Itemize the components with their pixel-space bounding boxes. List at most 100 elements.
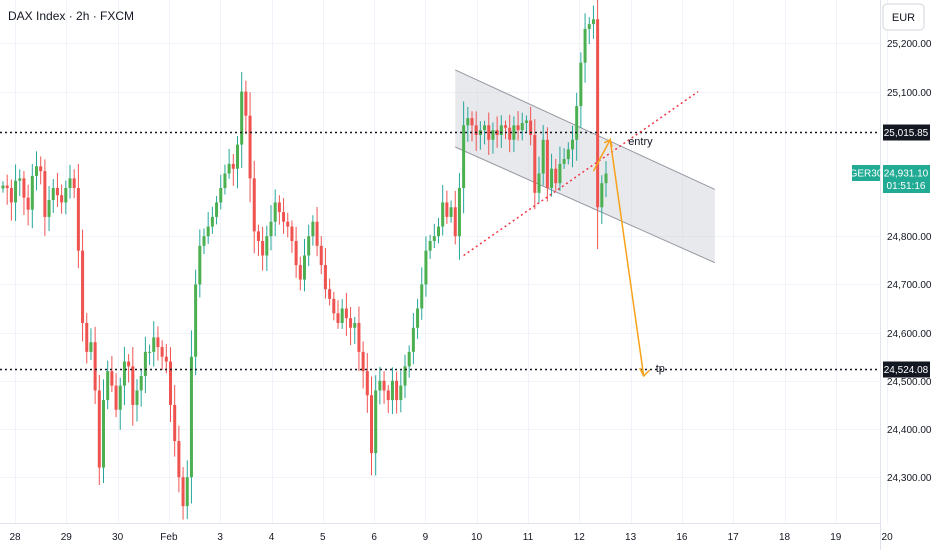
candle-up[interactable] — [135, 390, 139, 405]
candle-down[interactable] — [382, 380, 386, 391]
candle-down[interactable] — [554, 168, 558, 184]
candle-down[interactable] — [516, 125, 520, 131]
candle-up[interactable] — [432, 236, 436, 242]
candle-down[interactable] — [495, 130, 499, 135]
candle-up[interactable] — [64, 187, 68, 203]
candle-up[interactable] — [353, 322, 357, 328]
candle-up[interactable] — [106, 371, 110, 401]
candle-down[interactable] — [294, 241, 298, 266]
candle-up[interactable] — [206, 226, 210, 237]
candle-down[interactable] — [282, 212, 286, 222]
candle-down[interactable] — [323, 265, 327, 290]
candle-down[interactable] — [596, 19, 600, 208]
candle-up[interactable] — [416, 308, 420, 328]
candle-down[interactable] — [369, 395, 374, 454]
candle-down[interactable] — [344, 308, 348, 319]
candle-down[interactable] — [533, 134, 537, 193]
candle-down[interactable] — [248, 115, 252, 179]
candle-up[interactable] — [122, 361, 126, 386]
candle-up[interactable] — [189, 356, 193, 478]
candle-up[interactable] — [604, 173, 608, 184]
candle-up[interactable] — [537, 173, 541, 193]
candle-down[interactable] — [529, 120, 533, 135]
candle-down[interactable] — [60, 195, 64, 203]
candle-up[interactable] — [403, 366, 407, 386]
candle-up[interactable] — [152, 337, 156, 352]
candle-up[interactable] — [139, 375, 143, 391]
candle-down[interactable] — [453, 207, 457, 237]
candle-down[interactable] — [319, 245, 323, 266]
candle-down[interactable] — [395, 380, 399, 401]
candle-down[interactable] — [545, 139, 549, 188]
candle-down[interactable] — [503, 125, 508, 128]
candle-up[interactable] — [566, 149, 570, 160]
candle-down[interactable] — [315, 221, 319, 246]
candle-up[interactable] — [420, 284, 424, 309]
descending-channel[interactable] — [455, 69, 716, 264]
candle-up[interactable] — [235, 144, 240, 169]
candle-down[interactable] — [365, 371, 369, 396]
candle-up[interactable] — [591, 19, 595, 25]
candle-down[interactable] — [43, 171, 47, 217]
horizontal-levels[interactable] — [0, 131, 880, 371]
candle-down[interactable] — [332, 298, 336, 314]
candle-up[interactable] — [512, 125, 516, 140]
price-axis[interactable]: 24,300.00 24,400.00 24,500.00 24,600.00 24,7… — [887, 39, 932, 484]
candle-up[interactable] — [215, 202, 219, 217]
candle-down[interactable] — [93, 342, 97, 391]
candle-up[interactable] — [436, 226, 441, 237]
candle-up[interactable] — [185, 477, 189, 507]
candle-down[interactable] — [76, 187, 80, 251]
candle-up[interactable] — [30, 175, 34, 210]
candle-down[interactable] — [357, 322, 361, 352]
candle-up[interactable] — [441, 202, 445, 227]
candles[interactable] — [1, 0, 608, 520]
candle-up[interactable] — [462, 125, 466, 188]
candle-up[interactable] — [101, 400, 106, 468]
candle-down[interactable] — [508, 127, 512, 140]
candle-down[interactable] — [445, 202, 449, 217]
candle-down[interactable] — [39, 166, 43, 172]
candle-up[interactable] — [269, 221, 273, 237]
candle-down[interactable] — [256, 231, 260, 242]
candle-up[interactable] — [570, 139, 575, 150]
candle-up[interactable] — [541, 139, 545, 174]
candle-up[interactable] — [202, 236, 206, 246]
candle-down[interactable] — [173, 404, 177, 442]
candle-up[interactable] — [265, 236, 269, 256]
candle-up[interactable] — [68, 178, 72, 188]
candle-up[interactable] — [558, 163, 562, 184]
candle-down[interactable] — [386, 390, 390, 401]
candle-up[interactable] — [34, 166, 39, 176]
candle-down[interactable] — [261, 241, 265, 256]
candle-up[interactable] — [407, 351, 411, 367]
candle-down[interactable] — [5, 185, 9, 188]
candle-down[interactable] — [290, 226, 294, 242]
channel-lower-line[interactable] — [455, 146, 716, 264]
candle-down[interactable] — [26, 197, 30, 210]
candle-up[interactable] — [499, 125, 503, 135]
candle-up[interactable] — [18, 178, 22, 181]
candle-down[interactable] — [127, 361, 131, 367]
candle-down[interactable] — [298, 265, 302, 280]
candle-up[interactable] — [520, 122, 524, 131]
candle-down[interactable] — [22, 178, 26, 198]
candle-down[interactable] — [85, 322, 89, 352]
candle-up[interactable] — [374, 390, 378, 454]
candle-up[interactable] — [240, 91, 244, 145]
candle-down[interactable] — [286, 221, 290, 227]
candle-up[interactable] — [227, 163, 231, 174]
candle-down[interactable] — [168, 361, 173, 405]
candle-up[interactable] — [302, 255, 307, 280]
candle-down[interactable] — [164, 356, 168, 362]
candle-down[interactable] — [487, 125, 491, 140]
drawings[interactable]: entry tp — [463, 90, 699, 378]
candle-down[interactable] — [81, 250, 85, 323]
candle-up[interactable] — [47, 200, 51, 217]
candle-up[interactable] — [210, 216, 214, 227]
candle-up[interactable] — [399, 385, 403, 401]
candle-up[interactable] — [579, 62, 583, 107]
candle-up[interactable] — [390, 380, 394, 401]
candle-up[interactable] — [428, 241, 432, 251]
candle-up[interactable] — [307, 236, 311, 256]
